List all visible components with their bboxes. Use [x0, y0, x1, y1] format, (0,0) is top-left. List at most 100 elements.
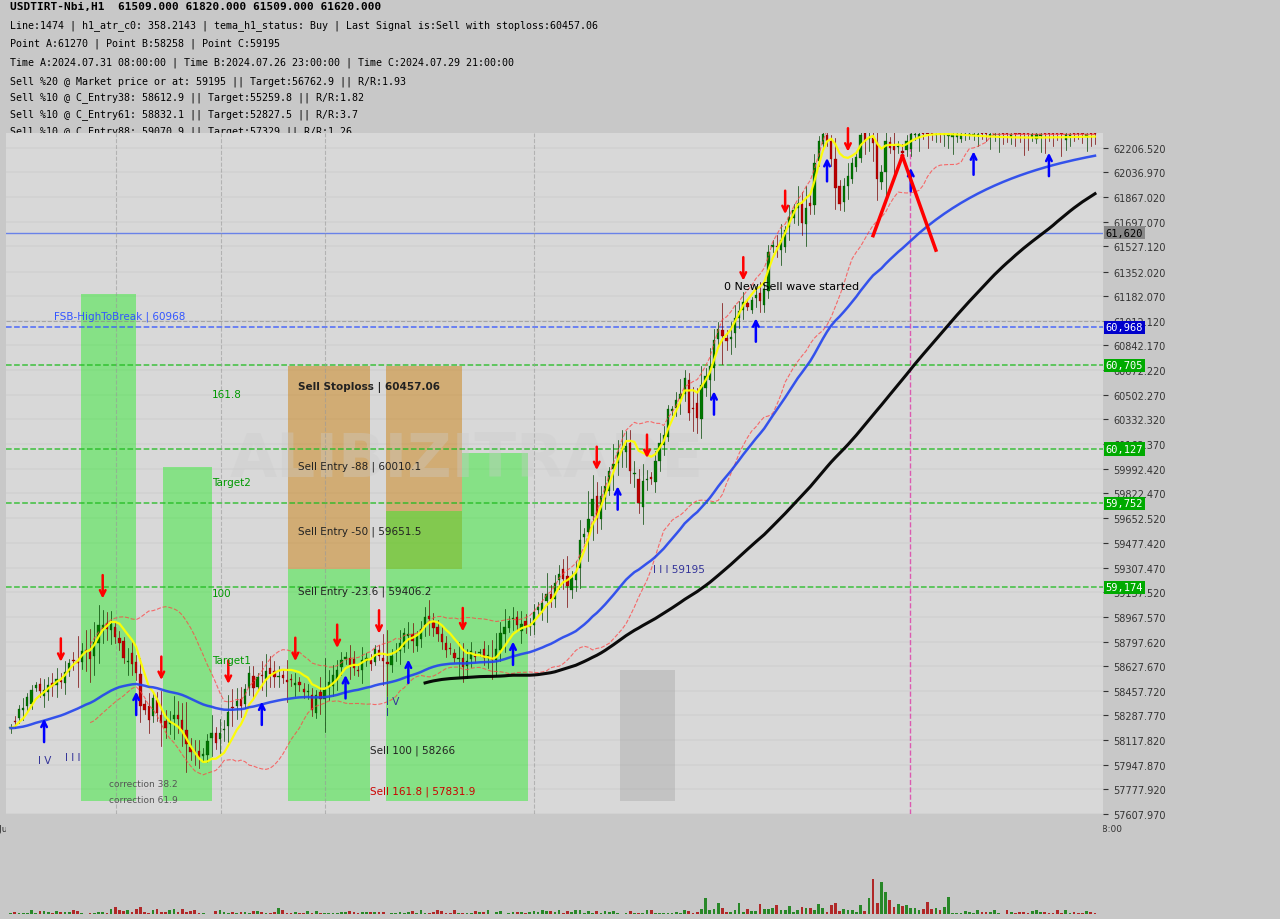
- Bar: [783, 910, 786, 914]
- Bar: [160, 715, 163, 723]
- Bar: [759, 294, 762, 301]
- Bar: [22, 913, 24, 914]
- Bar: [105, 913, 109, 914]
- Bar: [663, 436, 664, 446]
- Bar: [520, 624, 522, 630]
- Text: 0 New Sell wave started: 0 New Sell wave started: [723, 282, 859, 292]
- Bar: [863, 912, 867, 914]
- Bar: [637, 480, 640, 504]
- Bar: [269, 669, 271, 675]
- Bar: [571, 912, 573, 914]
- Bar: [180, 720, 183, 730]
- Bar: [68, 664, 70, 672]
- Bar: [324, 913, 326, 914]
- Bar: [340, 912, 343, 914]
- Bar: [348, 911, 351, 914]
- Bar: [792, 912, 795, 914]
- Bar: [1043, 134, 1046, 135]
- Bar: [700, 386, 703, 420]
- Bar: [177, 913, 179, 914]
- Bar: [51, 913, 54, 914]
- Bar: [818, 142, 819, 162]
- Text: Sell Entry -88 | 60010.1: Sell Entry -88 | 60010.1: [298, 461, 421, 471]
- Bar: [93, 913, 96, 914]
- Bar: [708, 910, 712, 914]
- Bar: [315, 912, 317, 914]
- Bar: [927, 902, 929, 914]
- Bar: [215, 732, 216, 743]
- Bar: [353, 659, 355, 668]
- Bar: [872, 139, 874, 144]
- Bar: [1036, 910, 1038, 914]
- Bar: [940, 130, 941, 135]
- Bar: [328, 682, 330, 688]
- Bar: [42, 911, 46, 914]
- Bar: [575, 573, 577, 581]
- Bar: [973, 134, 974, 136]
- Bar: [495, 649, 498, 661]
- Bar: [905, 142, 908, 151]
- Bar: [838, 187, 841, 204]
- Bar: [252, 675, 255, 688]
- Text: Sell %10 @ C_Entry38: 58612.9 || Target:55259.8 || R/R:1.82: Sell %10 @ C_Entry38: 58612.9 || Target:…: [10, 93, 364, 103]
- Bar: [486, 910, 489, 914]
- Bar: [381, 658, 384, 661]
- Bar: [785, 232, 786, 248]
- Bar: [499, 633, 502, 651]
- Bar: [901, 906, 904, 914]
- Bar: [529, 626, 531, 628]
- Bar: [131, 652, 133, 664]
- Bar: [1048, 132, 1050, 135]
- Text: Sell %10 @ C_Entry61: 58832.1 || Target:52827.5 || R/R:3.7: Sell %10 @ C_Entry61: 58832.1 || Target:…: [10, 109, 357, 119]
- Bar: [628, 911, 631, 914]
- Bar: [604, 912, 607, 914]
- Bar: [232, 708, 234, 709]
- Bar: [278, 676, 280, 677]
- Bar: [282, 911, 284, 914]
- Bar: [31, 910, 33, 914]
- Bar: [81, 651, 83, 662]
- Bar: [1027, 132, 1029, 135]
- Bar: [1076, 913, 1079, 914]
- Bar: [696, 403, 699, 419]
- Bar: [55, 680, 58, 686]
- Bar: [600, 497, 602, 520]
- Bar: [260, 912, 264, 914]
- Bar: [1027, 913, 1029, 914]
- Bar: [538, 607, 539, 610]
- Bar: [588, 911, 590, 914]
- Text: I I I 59195: I I I 59195: [653, 564, 705, 574]
- Bar: [772, 245, 773, 248]
- Bar: [964, 135, 966, 136]
- Bar: [374, 649, 376, 662]
- Bar: [294, 684, 297, 685]
- Bar: [236, 913, 238, 914]
- Bar: [759, 904, 762, 914]
- Bar: [599, 913, 603, 914]
- Bar: [324, 690, 325, 699]
- Bar: [532, 613, 535, 626]
- Bar: [713, 341, 716, 369]
- Bar: [265, 913, 268, 914]
- Bar: [947, 898, 950, 914]
- Bar: [483, 649, 485, 658]
- Bar: [164, 721, 166, 728]
- Bar: [984, 912, 987, 914]
- Bar: [370, 661, 371, 664]
- Bar: [398, 913, 402, 914]
- Bar: [922, 132, 924, 135]
- Bar: [818, 903, 820, 914]
- Bar: [612, 465, 614, 470]
- Bar: [918, 910, 920, 914]
- Bar: [960, 135, 963, 140]
- Bar: [1010, 912, 1012, 914]
- Bar: [881, 882, 883, 914]
- Bar: [474, 656, 476, 657]
- Text: Sell 161.8 | 57831.9: Sell 161.8 | 57831.9: [370, 786, 475, 796]
- Bar: [835, 160, 837, 189]
- Bar: [796, 911, 799, 914]
- Bar: [1056, 910, 1059, 914]
- Bar: [9, 913, 12, 914]
- Bar: [1094, 130, 1096, 135]
- Bar: [691, 913, 695, 914]
